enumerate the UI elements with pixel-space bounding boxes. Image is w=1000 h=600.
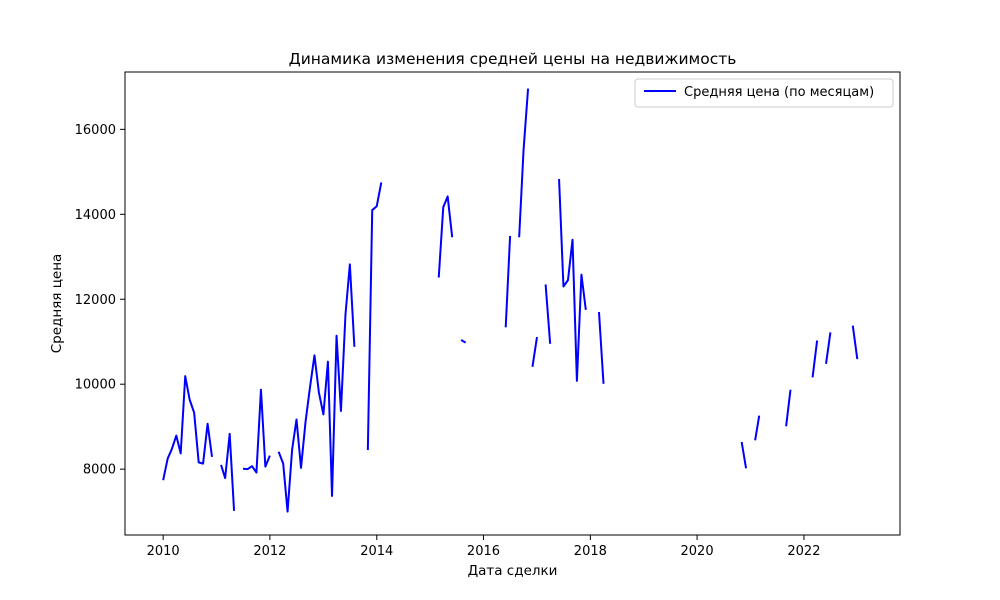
- x-tick-label: 2016: [467, 544, 500, 559]
- series-line-segment: [597, 311, 605, 384]
- legend-box: [634, 78, 894, 108]
- y-axis: 8000 10000 12000 14000 16000: [75, 123, 125, 478]
- y-axis-title: Средняя цена: [49, 254, 65, 354]
- plot-area: [162, 88, 859, 513]
- series-line-segment: [754, 415, 761, 441]
- series-line-segment: [504, 235, 512, 328]
- series-line-segment: [277, 263, 356, 513]
- legend-label: Средняя цена (по месяцам): [684, 85, 874, 100]
- series-line-segment: [437, 195, 454, 278]
- series-line-segment: [220, 432, 236, 511]
- x-tick-label: 2014: [360, 544, 393, 559]
- series-line-segment: [531, 336, 538, 367]
- series-line-segment: [740, 441, 748, 469]
- x-axis: 2010 2012 2014 2016 2018 2020 2022: [147, 535, 820, 559]
- y-tick-label: 8000: [83, 463, 116, 478]
- series-line-segment: [460, 339, 467, 344]
- legend: Средняя цена (по месяцам): [634, 78, 894, 108]
- series-line-segment: [558, 178, 587, 382]
- series-line-segment: [851, 325, 859, 360]
- x-tick-label: 2010: [147, 544, 180, 559]
- series-line-segment: [785, 389, 792, 427]
- x-tick-label: 2020: [681, 544, 714, 559]
- x-tick-label: 2012: [253, 544, 286, 559]
- x-tick-label: 2018: [574, 544, 607, 559]
- series-line-segment: [242, 388, 271, 474]
- plot-frame: [124, 71, 901, 536]
- y-tick-label: 10000: [75, 378, 116, 393]
- x-axis-title: Дата сделки: [468, 563, 558, 579]
- series-line-segment: [518, 88, 530, 238]
- series-line-segment: [825, 332, 832, 364]
- y-tick-label: 16000: [75, 123, 116, 138]
- x-tick-label: 2022: [787, 544, 820, 559]
- series-line-segment: [366, 182, 383, 451]
- chart-title: Динамика изменения средней цены на недви…: [289, 50, 737, 68]
- series-line-segment: [162, 375, 213, 481]
- y-tick-label: 14000: [75, 208, 116, 223]
- series-line-segment: [811, 340, 819, 378]
- series-line-segment: [544, 284, 552, 344]
- y-tick-label: 12000: [75, 293, 116, 308]
